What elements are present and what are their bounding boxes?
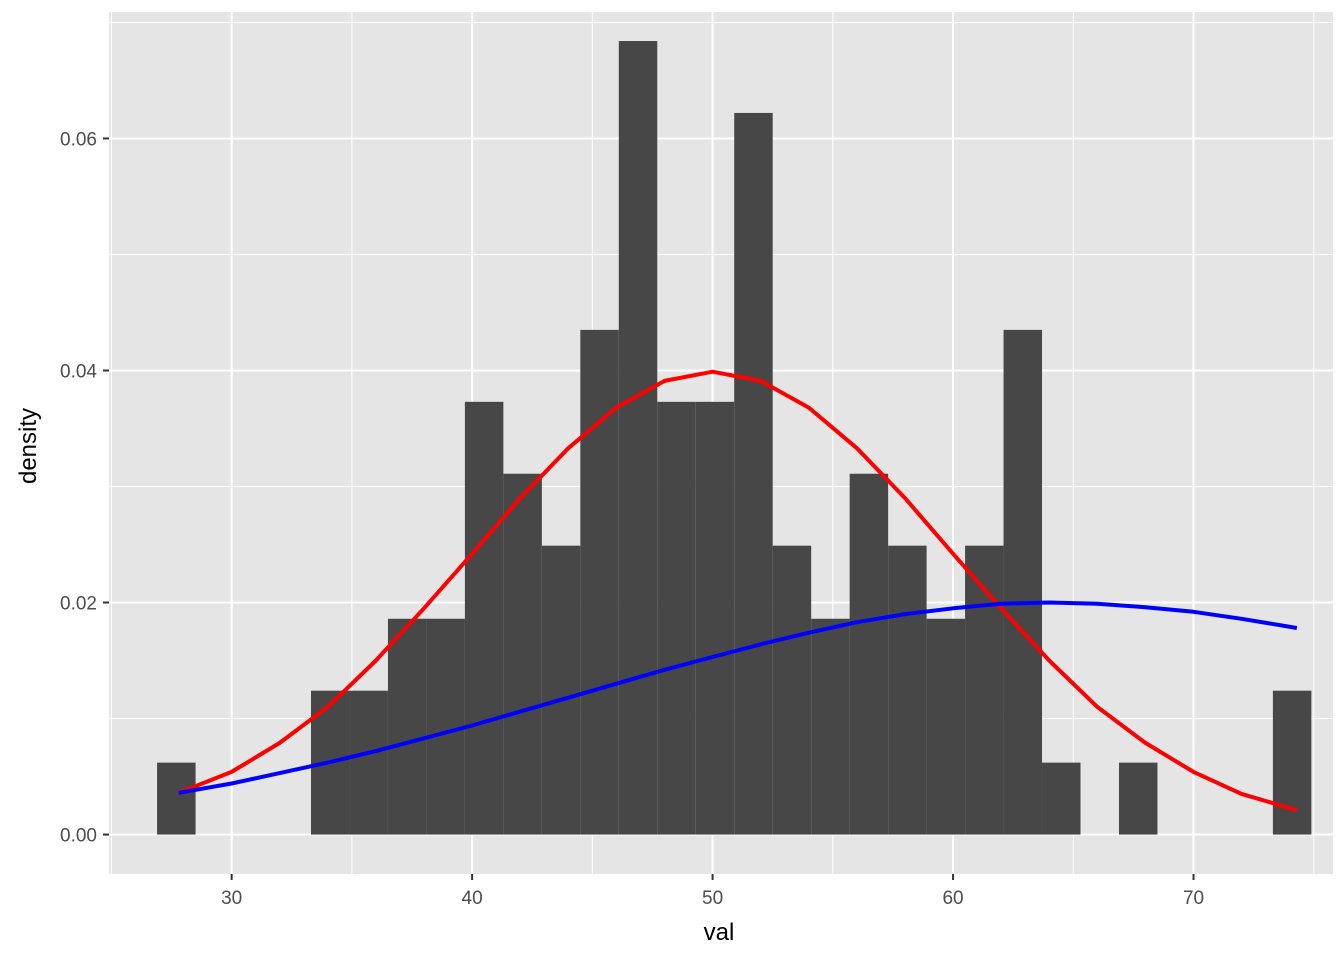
x-tick-label: 30 (221, 888, 242, 909)
histogram-bar (849, 473, 889, 835)
histogram-bar (580, 329, 619, 835)
y-axis: 0.00 0.02 0.04 0.06 (60, 129, 109, 847)
x-axis: 30 40 50 60 70 (221, 874, 1204, 909)
histogram-bar (926, 618, 966, 835)
histogram-bar (1003, 329, 1043, 835)
x-tick-label: 40 (462, 888, 483, 909)
histogram-bar (811, 618, 850, 835)
histogram-bar (541, 545, 581, 835)
y-tick-label: 0.02 (60, 594, 97, 615)
histogram-bars (157, 41, 1312, 835)
blue-density-curve (178, 600, 1298, 795)
histogram-bar (426, 618, 465, 835)
histogram-bar (772, 545, 812, 835)
histogram-bar (695, 401, 735, 835)
y-tick-label: 0.04 (60, 361, 97, 382)
histogram-bar (618, 41, 658, 835)
histogram-bar (734, 112, 773, 835)
histogram-bar (1042, 762, 1081, 835)
histogram-bar (1272, 690, 1312, 835)
histogram-bar (657, 401, 696, 835)
histogram-bar (464, 401, 504, 835)
histogram-bar (1118, 762, 1158, 835)
y-tick-label: 0.06 (60, 129, 97, 150)
x-tick-label: 60 (942, 888, 963, 909)
histogram-bar (965, 545, 1004, 835)
histogram-bar (503, 473, 542, 835)
histogram-bar (387, 618, 427, 835)
histogram-bar (888, 545, 927, 835)
y-tick-label: 0.00 (60, 826, 97, 847)
x-axis-title: val (704, 919, 735, 946)
red-density-curve (177, 369, 1298, 813)
x-tick-label: 70 (1183, 888, 1204, 909)
x-tick-label: 50 (702, 888, 723, 909)
y-axis-title: density (15, 408, 42, 484)
histogram-bar (157, 762, 196, 835)
histogram-bar (349, 690, 388, 835)
density-curves (177, 369, 1298, 813)
